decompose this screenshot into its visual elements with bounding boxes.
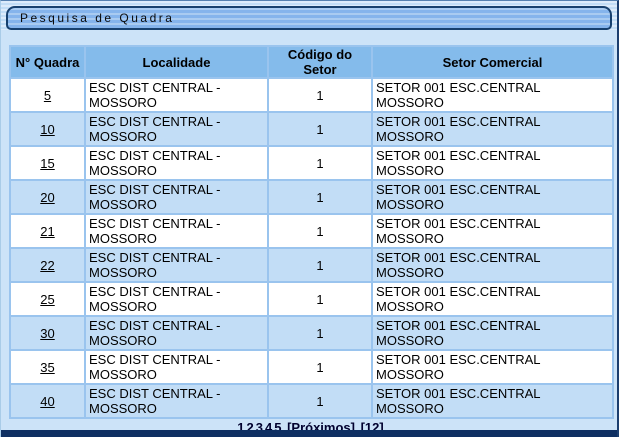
- table-row: 21 ESC DIST CENTRAL - MOSSORO 1 SETOR 00…: [9, 213, 614, 249]
- table-row: 35 ESC DIST CENTRAL - MOSSORO 1 SETOR 00…: [9, 349, 614, 385]
- bottom-bar: [1, 430, 617, 437]
- setor-comercial-cell: SETOR 001 ESC.CENTRAL MOSSORO: [371, 383, 614, 419]
- content-area: N° Quadra Localidade Código do Setor Set…: [1, 30, 617, 437]
- codigo-setor-cell: 1: [267, 247, 373, 283]
- quadra-link[interactable]: 40: [40, 393, 55, 409]
- results-table-body: 5 ESC DIST CENTRAL - MOSSORO 1 SETOR 001…: [9, 77, 614, 419]
- codigo-setor-cell: 1: [267, 111, 373, 147]
- pagination-current-page: 1: [237, 420, 245, 435]
- quadra-link[interactable]: 21: [40, 223, 55, 239]
- setor-comercial-cell: SETOR 001 ESC.CENTRAL MOSSORO: [371, 111, 614, 147]
- codigo-setor-cell: 1: [267, 349, 373, 385]
- localidade-cell: ESC DIST CENTRAL - MOSSORO: [84, 247, 269, 283]
- pagination-page-link[interactable]: 5: [274, 420, 282, 435]
- codigo-setor-cell: 1: [267, 281, 373, 317]
- results-table: N° Quadra Localidade Código do Setor Set…: [9, 45, 614, 419]
- table-row: 25 ESC DIST CENTRAL - MOSSORO 1 SETOR 00…: [9, 281, 614, 317]
- quadra-link[interactable]: 15: [40, 155, 55, 171]
- table-row: 30 ESC DIST CENTRAL - MOSSORO 1 SETOR 00…: [9, 315, 614, 351]
- column-header-quadra: N° Quadra: [9, 45, 86, 79]
- localidade-cell: ESC DIST CENTRAL - MOSSORO: [84, 349, 269, 385]
- setor-comercial-cell: SETOR 001 ESC.CENTRAL MOSSORO: [371, 315, 614, 351]
- table-row: 40 ESC DIST CENTRAL - MOSSORO 1 SETOR 00…: [9, 383, 614, 419]
- localidade-cell: ESC DIST CENTRAL - MOSSORO: [84, 315, 269, 351]
- setor-comercial-cell: SETOR 001 ESC.CENTRAL MOSSORO: [371, 179, 614, 215]
- quadra-link[interactable]: 22: [40, 257, 55, 273]
- page-title: Pesquisa de Quadra: [20, 11, 175, 25]
- table-row: 5 ESC DIST CENTRAL - MOSSORO 1 SETOR 001…: [9, 77, 614, 113]
- localidade-cell: ESC DIST CENTRAL - MOSSORO: [84, 179, 269, 215]
- setor-comercial-cell: SETOR 001 ESC.CENTRAL MOSSORO: [371, 349, 614, 385]
- localidade-cell: ESC DIST CENTRAL - MOSSORO: [84, 145, 269, 181]
- column-header-localidade: Localidade: [84, 45, 269, 79]
- table-header-row: N° Quadra Localidade Código do Setor Set…: [9, 45, 614, 79]
- column-header-codigo-setor: Código do Setor: [267, 45, 373, 79]
- column-header-setor-comercial: Setor Comercial: [371, 45, 614, 79]
- setor-comercial-cell: SETOR 001 ESC.CENTRAL MOSSORO: [371, 247, 614, 283]
- codigo-setor-cell: 1: [267, 179, 373, 215]
- setor-comercial-cell: SETOR 001 ESC.CENTRAL MOSSORO: [371, 213, 614, 249]
- codigo-setor-cell: 1: [267, 77, 373, 113]
- panel-titlebar: Pesquisa de Quadra: [6, 6, 612, 30]
- quadra-link[interactable]: 10: [40, 121, 55, 137]
- codigo-setor-cell: 1: [267, 145, 373, 181]
- setor-comercial-cell: SETOR 001 ESC.CENTRAL MOSSORO: [371, 145, 614, 181]
- codigo-setor-cell: 1: [267, 315, 373, 351]
- localidade-cell: ESC DIST CENTRAL - MOSSORO: [84, 383, 269, 419]
- quadra-link[interactable]: 30: [40, 325, 55, 341]
- quadra-link[interactable]: 20: [40, 189, 55, 205]
- table-row: 10 ESC DIST CENTRAL - MOSSORO 1 SETOR 00…: [9, 111, 614, 147]
- codigo-setor-cell: 1: [267, 383, 373, 419]
- localidade-cell: ESC DIST CENTRAL - MOSSORO: [84, 77, 269, 113]
- quadra-link[interactable]: 25: [40, 291, 55, 307]
- setor-comercial-cell: SETOR 001 ESC.CENTRAL MOSSORO: [371, 281, 614, 317]
- pagination-page-link[interactable]: 4: [264, 420, 273, 435]
- localidade-cell: ESC DIST CENTRAL - MOSSORO: [84, 213, 269, 249]
- localidade-cell: ESC DIST CENTRAL - MOSSORO: [84, 281, 269, 317]
- pagination-page-link[interactable]: 3: [255, 420, 263, 435]
- header-strip: Pesquisa de Quadra: [1, 1, 617, 30]
- quadra-link[interactable]: 5: [43, 87, 52, 103]
- codigo-setor-cell: 1: [267, 213, 373, 249]
- table-row: 15 ESC DIST CENTRAL - MOSSORO 1 SETOR 00…: [9, 145, 614, 181]
- table-row: 22 ESC DIST CENTRAL - MOSSORO 1 SETOR 00…: [9, 247, 614, 283]
- localidade-cell: ESC DIST CENTRAL - MOSSORO: [84, 111, 269, 147]
- pagination-page-link[interactable]: 2: [246, 420, 254, 435]
- table-row: 20 ESC DIST CENTRAL - MOSSORO 1 SETOR 00…: [9, 179, 614, 215]
- quadra-link[interactable]: 35: [40, 359, 55, 375]
- setor-comercial-cell: SETOR 001 ESC.CENTRAL MOSSORO: [371, 77, 614, 113]
